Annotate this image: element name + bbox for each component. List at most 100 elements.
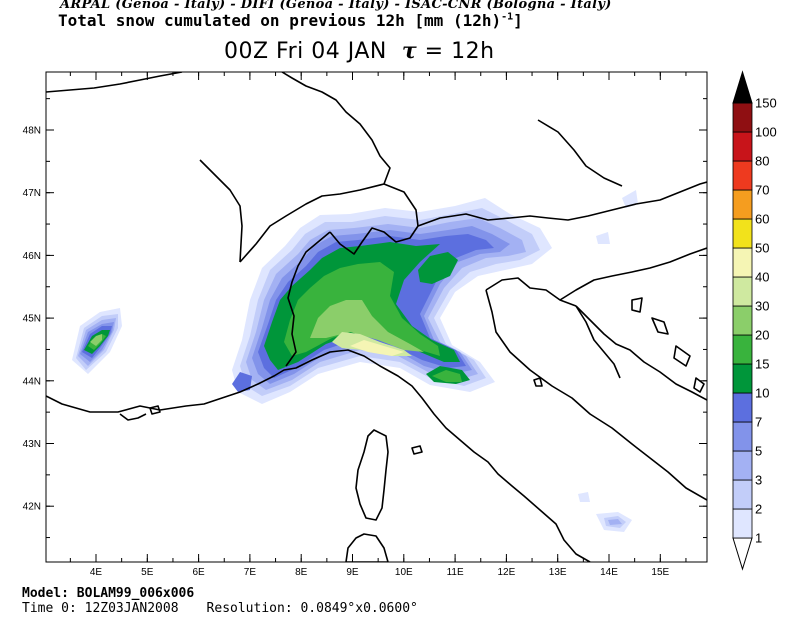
lat-label-47N: 47N bbox=[23, 188, 41, 199]
colorbar-label-40: 40 bbox=[755, 270, 769, 285]
corsica-outline bbox=[355, 429, 389, 521]
colorbar-box-40 bbox=[732, 247, 753, 278]
lat-label-45N: 45N bbox=[23, 314, 41, 325]
colorbar-label-70: 70 bbox=[755, 183, 769, 198]
french-coast-line bbox=[46, 349, 591, 562]
colorbar-label-50: 50 bbox=[755, 241, 769, 256]
colorbar-box-5 bbox=[732, 421, 753, 452]
colorbar-label-3: 3 bbox=[755, 473, 762, 488]
snow-area-1mm-e bbox=[578, 492, 590, 502]
italy-switzerland-border bbox=[329, 225, 419, 255]
rhone-border bbox=[199, 159, 243, 263]
lat-label-44N: 44N bbox=[23, 376, 41, 387]
lon-label-9E: 9E bbox=[346, 567, 359, 578]
dalmatian-island bbox=[693, 377, 705, 393]
colorbar-label-10: 10 bbox=[755, 386, 769, 401]
colorbar-over-arrow bbox=[732, 70, 753, 104]
colorbar-label-80: 80 bbox=[755, 154, 769, 169]
snow-area-10mm-b bbox=[418, 252, 458, 284]
tau-value: = 12h bbox=[424, 39, 495, 64]
snow-area-15mm-b bbox=[432, 370, 462, 382]
snow-area-20mm bbox=[310, 300, 424, 352]
lon-label-5E: 5E bbox=[141, 567, 154, 578]
tau-symbol: τ bbox=[401, 38, 418, 64]
title-exponent: -1 bbox=[501, 11, 514, 23]
colorbar-label-20: 20 bbox=[755, 328, 769, 343]
lon-label-6E: 6E bbox=[192, 567, 205, 578]
title-text: Total snow cumulated on previous 12h [mm… bbox=[58, 11, 502, 30]
istria-peninsula bbox=[575, 305, 621, 379]
latitude-labels: 48N 47N 46N 45N 44N 43N 42N bbox=[23, 126, 41, 513]
time0-label: Time 0: 12Z03JAN2008 bbox=[22, 601, 179, 616]
lon-label-15E: 15E bbox=[651, 567, 669, 578]
colorbar-label-60: 60 bbox=[755, 212, 769, 227]
snow-area-20mm-b bbox=[90, 334, 102, 346]
model-label: Model: BOLAM99_006x006 bbox=[22, 586, 195, 601]
colorbar-box-3 bbox=[732, 450, 753, 481]
colorbar-box-2 bbox=[732, 479, 753, 510]
colorbar-box-100 bbox=[732, 102, 753, 133]
colorbar-label-1: 1 bbox=[755, 531, 762, 546]
resolution-label: Resolution: 0.0849°x0.0600° bbox=[206, 601, 418, 616]
colorbar-label-2: 2 bbox=[755, 502, 762, 517]
colorbar-label-100: 100 bbox=[755, 125, 777, 140]
colorbar-box-70 bbox=[732, 160, 753, 191]
kvarner-island-1 bbox=[631, 297, 643, 313]
valid-time-line: 00Z Fri 04 JAN τ = 12h bbox=[224, 38, 495, 64]
colorbar-box-80 bbox=[732, 131, 753, 162]
switzerland-border bbox=[239, 183, 419, 263]
colorbar-box-60 bbox=[732, 189, 753, 220]
italy-france-border bbox=[285, 231, 331, 367]
colorbar-label-5: 5 bbox=[755, 444, 762, 459]
alps-east-border bbox=[537, 119, 623, 187]
iles-hyeres bbox=[149, 405, 161, 415]
colorbar-box-15 bbox=[732, 334, 753, 365]
kvarner-island-3 bbox=[673, 345, 691, 367]
snow-area-1mm-f bbox=[596, 232, 610, 244]
austria-border bbox=[417, 181, 707, 227]
lon-label-10E: 10E bbox=[395, 567, 413, 578]
snow-area-7mm-c bbox=[232, 372, 252, 392]
time-resolution-line: Time 0: 12Z03JAN2008 Resolution: 0.0849°x… bbox=[22, 601, 418, 616]
colorbar-box-1 bbox=[732, 508, 753, 539]
snow-field bbox=[46, 72, 707, 562]
lon-label-8E: 8E bbox=[295, 567, 308, 578]
valid-time: 00Z Fri 04 JAN bbox=[224, 39, 387, 64]
lat-label-48N: 48N bbox=[23, 126, 41, 137]
colorbar: 1 2 3 5 7 10 15 20 30 40 50 60 70 80 100 150 bbox=[732, 70, 777, 571]
colorbar-box-30 bbox=[732, 276, 753, 307]
coastlines-borders bbox=[46, 72, 707, 562]
rhone-delta-inlet bbox=[119, 413, 147, 421]
lon-label-13E: 13E bbox=[549, 567, 567, 578]
colorbar-label-150: 150 bbox=[755, 96, 777, 111]
kvarner-island-2 bbox=[651, 317, 669, 335]
elba-island bbox=[411, 445, 423, 455]
map-title: Total snow cumulated on previous 12h [mm… bbox=[58, 11, 523, 30]
lon-label-14E: 14E bbox=[600, 567, 618, 578]
snow-area-1mm-d bbox=[622, 190, 638, 208]
longitude-labels: 4E 5E 6E 7E 8E 9E 10E 11E 12E 13E 14E 15E bbox=[90, 567, 670, 578]
colorbar-box-10 bbox=[732, 363, 753, 394]
snow-area-40mm bbox=[350, 340, 404, 356]
adriatic-west-coast bbox=[485, 289, 707, 501]
lon-label-12E: 12E bbox=[498, 567, 516, 578]
colorbar-label-7: 7 bbox=[755, 415, 762, 430]
colorbar-box-50 bbox=[732, 218, 753, 249]
tick-marks bbox=[46, 72, 707, 562]
sardinia-outline bbox=[345, 533, 389, 562]
slovenia-border bbox=[559, 247, 707, 301]
colorbar-under-arrow bbox=[732, 537, 753, 571]
dalmatian-coast bbox=[575, 305, 707, 401]
lat-label-43N: 43N bbox=[23, 439, 41, 450]
snow-area-3mm-c bbox=[608, 519, 622, 525]
colorbar-label-30: 30 bbox=[755, 299, 769, 314]
france-north-border bbox=[46, 72, 183, 93]
germany-border bbox=[281, 72, 391, 185]
colorbar-label-15: 15 bbox=[755, 357, 769, 372]
lon-label-11E: 11E bbox=[447, 567, 464, 578]
gulf-island bbox=[533, 377, 543, 387]
lon-label-7E: 7E bbox=[244, 567, 257, 578]
lon-label-4E: 4E bbox=[90, 567, 103, 578]
credits-line: ARPAL (Genoa - Italy) - DIFI (Genoa - It… bbox=[60, 0, 612, 12]
